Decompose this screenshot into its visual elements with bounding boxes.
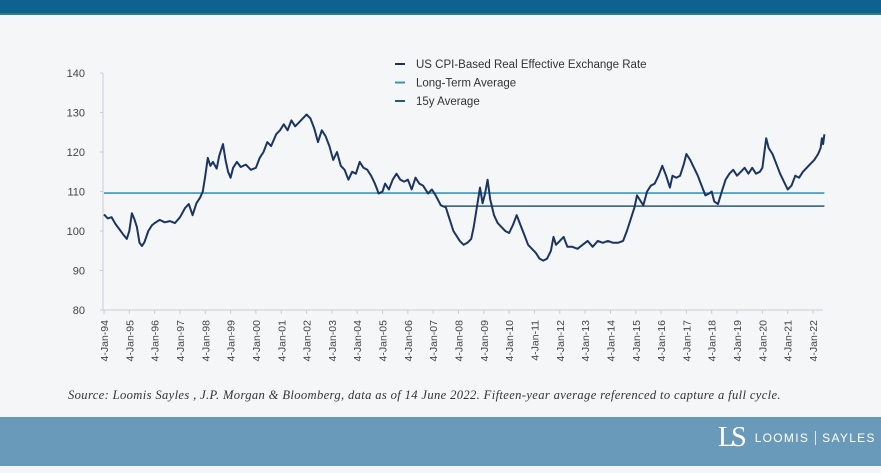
x-tick-label: 4-Jan-06	[403, 320, 415, 362]
x-tick-label: 4-Jan-21	[783, 320, 795, 362]
y-tick-label: 90	[73, 266, 85, 278]
y-axis: 80 90 100 110 120 130 140	[67, 68, 104, 317]
legend: US CPI-Based Real Effective Exchange Rat…	[395, 59, 647, 108]
header-bar	[0, 0, 881, 15]
logo-separator	[815, 431, 817, 445]
y-tick-label: 100	[67, 226, 85, 238]
y-tick-label: 80	[73, 305, 85, 317]
x-tick-label: 4-Jan-96	[150, 320, 162, 362]
x-tick-label: 4-Jan-08	[454, 320, 466, 362]
x-tick-label: 4-Jan-04	[352, 320, 364, 362]
x-tick-label: 4-Jan-01	[276, 320, 288, 362]
x-tick-label: 4-Jan-05	[378, 320, 390, 362]
reer-series-line	[103, 113, 826, 262]
x-tick-label: 4-Jan-18	[707, 320, 719, 362]
x-tick-label: 4-Jan-95	[124, 320, 136, 362]
x-tick-label: 4-Jan-16	[656, 320, 668, 362]
legend-label: Long-Term Average	[416, 78, 516, 90]
x-tick-label: 4-Jan-98	[200, 320, 212, 362]
source-note: Source: Loomis Sayles , J.P. Morgan & Bl…	[68, 388, 781, 402]
logo-word-left: LOOMIS	[754, 431, 810, 445]
x-tick-label: 4-Jan-14	[605, 320, 617, 362]
loomis-sayles-logo: LS LOOMIS SAYLES	[718, 424, 876, 452]
legend-item-long-term-average: Long-Term Average	[395, 78, 516, 90]
legend-item-reer: US CPI-Based Real Effective Exchange Rat…	[395, 59, 647, 71]
x-tick-label: 4-Jan-15	[631, 320, 643, 362]
y-tick-label: 120	[67, 147, 85, 159]
legend-label: US CPI-Based Real Effective Exchange Rat…	[416, 59, 647, 71]
x-tick-label: 4-Jan-20	[757, 320, 769, 362]
x-tick-label: 4-Jan-13	[580, 320, 592, 362]
x-axis: 4-Jan-94 4-Jan-95 4-Jan-96 4-Jan-97 4-Jan-98…	[99, 309, 823, 362]
x-tick-label: 4-Jan-09	[479, 320, 491, 362]
x-tick-label: 4-Jan-94	[99, 320, 111, 362]
x-tick-label: 4-Jan-12	[555, 320, 567, 362]
y-tick-label: 110	[67, 187, 85, 199]
x-tick-label: 4-Jan-19	[732, 320, 744, 362]
x-tick-label: 4-Jan-00	[251, 320, 263, 362]
x-tick-label: 4-Jan-10	[504, 320, 516, 362]
x-tick-label: 4-Jan-07	[428, 320, 440, 362]
logo-wordmark: LOOMIS SAYLES	[755, 431, 876, 445]
y-tick-label: 130	[67, 108, 85, 120]
footer-band	[0, 417, 881, 466]
legend-item-15y-average: 15y Average	[395, 96, 480, 108]
logo-word-right: SAYLES	[822, 431, 876, 445]
x-tick-label: 4-Jan-97	[175, 320, 187, 362]
series-layer	[103, 113, 826, 262]
x-tick-label: 4-Jan-22	[808, 320, 820, 362]
bottom-strip	[0, 466, 881, 473]
x-tick-label: 4-Jan-11	[529, 320, 541, 361]
y-tick-label: 140	[67, 68, 85, 80]
x-tick-label: 4-Jan-99	[226, 320, 238, 362]
legend-label: 15y Average	[416, 96, 480, 108]
x-tick-label: 4-Jan-03	[327, 320, 339, 362]
x-tick-label: 4-Jan-17	[681, 320, 693, 362]
ls-logo-icon: LS	[718, 422, 747, 453]
x-tick-label: 4-Jan-02	[302, 320, 314, 362]
